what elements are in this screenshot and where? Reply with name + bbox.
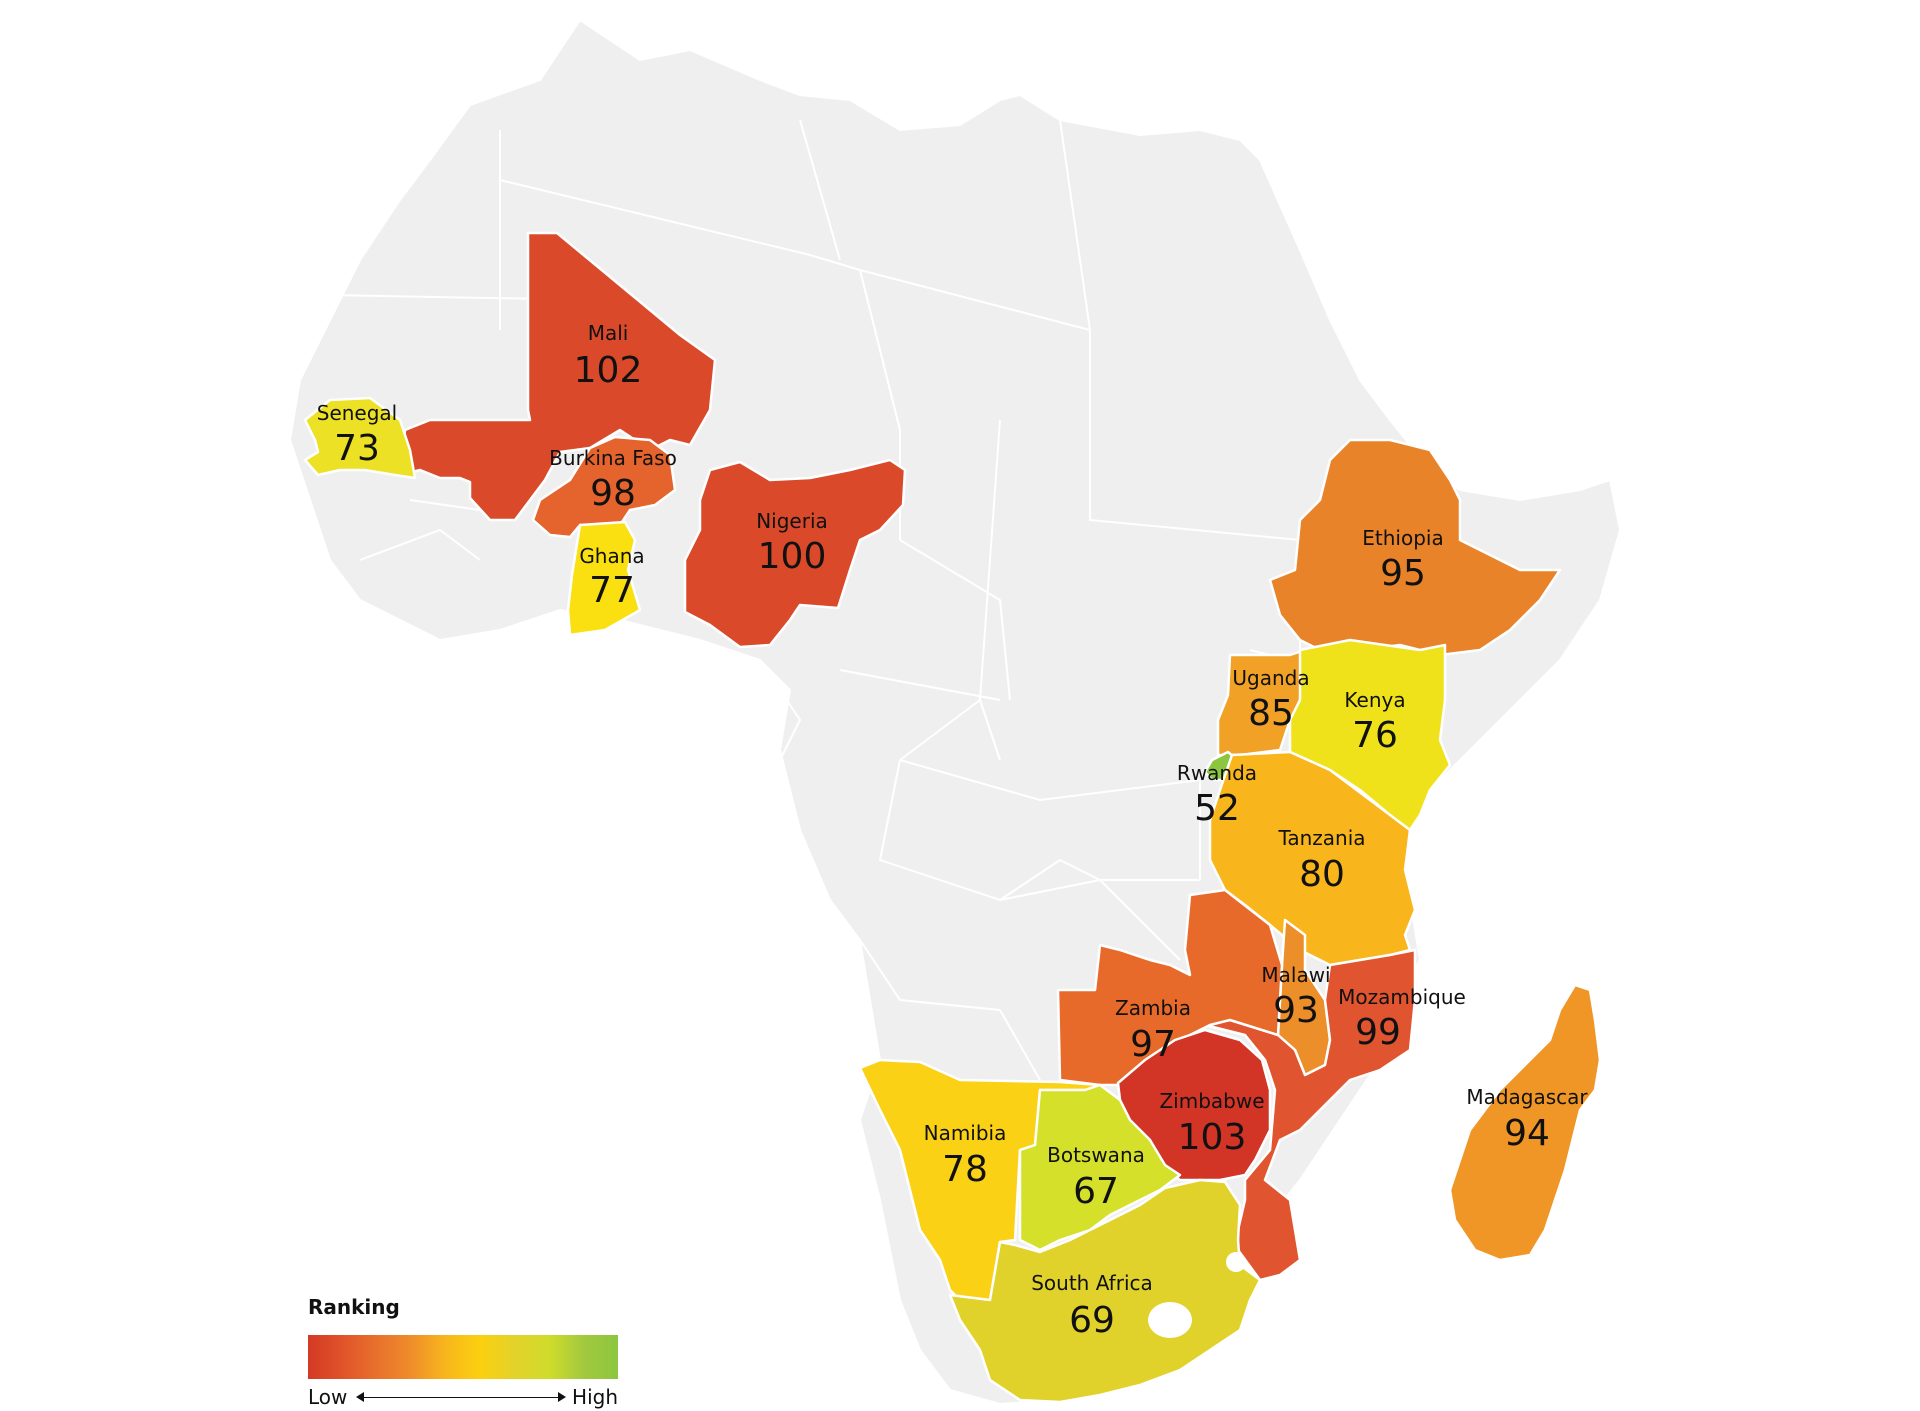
countries	[303, 231, 1602, 1404]
country-zambia[interactable]	[1056, 888, 1284, 1087]
label-burkina-faso-value: 98	[590, 473, 636, 514]
label-ethiopia-name: Ethiopia	[1362, 526, 1443, 550]
label-tanzania-value: 80	[1299, 854, 1345, 895]
legend-gradient-bar	[308, 1335, 618, 1379]
label-mali-name: Mali	[588, 321, 629, 345]
label-senegal-value: 73	[334, 428, 380, 469]
lesotho-shape	[1148, 1302, 1192, 1338]
country-labels: Mali 102 Senegal 73 Burkina Faso 98 Ghan…	[317, 321, 1589, 1341]
label-zambia-name: Zambia	[1115, 996, 1191, 1020]
label-ghana-name: Ghana	[579, 544, 644, 568]
label-botswana-name: Botswana	[1047, 1143, 1145, 1167]
label-nigeria-value: 100	[758, 536, 827, 577]
label-botswana-value: 67	[1073, 1171, 1119, 1212]
label-rwanda-name: Rwanda	[1177, 761, 1257, 785]
country-botswana[interactable]	[1018, 1083, 1182, 1252]
enclaves	[1148, 1252, 1246, 1338]
country-senegal[interactable]	[303, 396, 417, 480]
label-senegal-name: Senegal	[317, 401, 398, 425]
label-madagascar-name: Madagascar	[1466, 1085, 1588, 1109]
eswatini-shape	[1226, 1252, 1246, 1272]
label-zimbabwe-value: 103	[1178, 1117, 1247, 1158]
label-rwanda-value: 52	[1194, 788, 1240, 829]
label-mozambique-value: 99	[1355, 1012, 1401, 1053]
label-uganda-value: 85	[1248, 693, 1294, 734]
legend-title: Ranking	[308, 1295, 400, 1319]
label-tanzania-name: Tanzania	[1277, 826, 1365, 850]
double-arrow-icon	[356, 1392, 566, 1402]
country-kenya[interactable]	[1288, 638, 1452, 832]
label-kenya-value: 76	[1352, 715, 1398, 756]
label-zimbabwe-name: Zimbabwe	[1159, 1089, 1264, 1113]
country-south-africa[interactable]	[948, 1178, 1262, 1404]
label-namibia-value: 78	[942, 1149, 988, 1190]
country-namibia[interactable]	[858, 1058, 1102, 1302]
label-malawi-name: Malawi	[1261, 963, 1330, 987]
label-south-africa-name: South Africa	[1031, 1271, 1153, 1295]
country-burkina-faso[interactable]	[531, 435, 677, 539]
label-zambia-value: 97	[1130, 1024, 1176, 1065]
label-malawi-value: 93	[1273, 990, 1319, 1031]
legend-axis: Low High	[308, 1385, 618, 1411]
country-ghana[interactable]	[566, 520, 642, 637]
label-madagascar-value: 94	[1504, 1113, 1550, 1154]
country-madagascar[interactable]	[1448, 983, 1602, 1262]
country-ethiopia[interactable]	[1268, 438, 1562, 657]
label-uganda-name: Uganda	[1232, 666, 1309, 690]
label-ethiopia-value: 95	[1380, 553, 1426, 594]
label-nigeria-name: Nigeria	[756, 509, 828, 533]
label-mali-value: 102	[574, 350, 643, 391]
label-namibia-name: Namibia	[924, 1121, 1007, 1145]
label-kenya-name: Kenya	[1344, 688, 1405, 712]
country-nigeria[interactable]	[683, 458, 907, 649]
label-ghana-value: 77	[589, 570, 635, 611]
label-mozambique-name: Mozambique	[1338, 985, 1466, 1009]
legend: Ranking Low High	[308, 1295, 628, 1411]
legend-high-label: High	[572, 1385, 618, 1409]
legend-low-label: Low	[308, 1385, 348, 1409]
label-burkina-faso-name: Burkina Faso	[549, 446, 677, 470]
country-mali[interactable]	[398, 231, 717, 522]
label-south-africa-value: 69	[1069, 1300, 1115, 1341]
